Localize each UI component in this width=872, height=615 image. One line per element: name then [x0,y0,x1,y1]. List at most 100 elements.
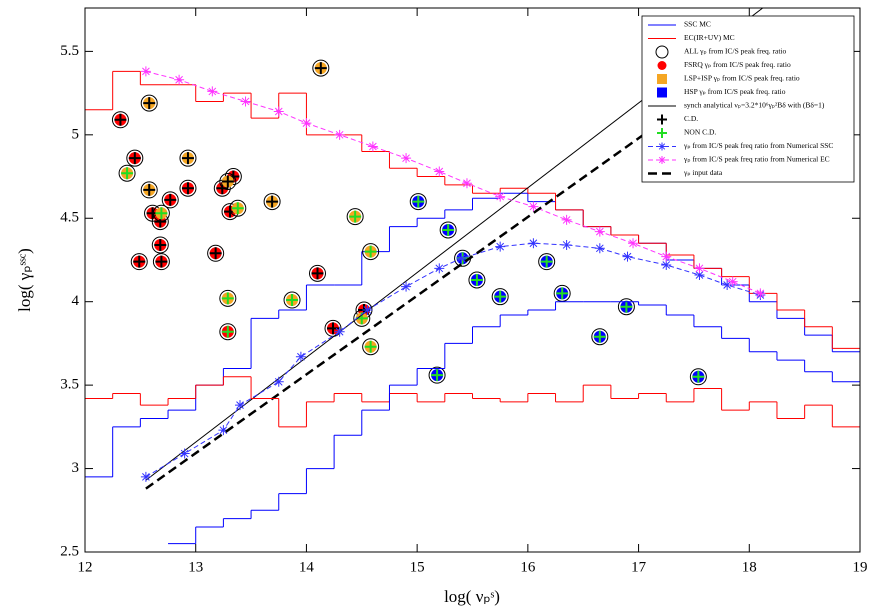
all-ring [140,94,158,112]
legend-label: HSP γₚ from IC/S peak freq. ratio [684,87,786,96]
all-ring [219,323,237,341]
x-tick-label: 12 [78,559,93,575]
all-ring [312,59,330,77]
legend-label: γₚ from IC/S peak freq ratio from Numeri… [683,155,830,164]
x-tick-label: 17 [631,559,647,575]
legend-circle [657,61,667,70]
x-tick-label: 15 [410,559,425,575]
star-marker [362,305,373,316]
star-marker [334,326,345,337]
all-ring [179,179,197,197]
cd-cross [181,182,194,195]
star-marker [594,226,605,237]
all-ring [591,328,609,346]
star-marker [174,74,185,85]
x-tick-label: 16 [520,559,536,575]
x-axis-label: log( νₚˢ) [444,587,500,606]
legend-square [657,87,667,98]
y-tick-label: 3 [72,460,80,476]
all-ring [151,236,169,254]
star-marker [295,351,306,362]
legend-open-circle [655,45,669,59]
all-ring [346,208,364,226]
cd-cross [128,152,141,165]
cd-cross [143,183,156,196]
y-tick-label: 5 [72,126,80,142]
all-ring [283,291,301,309]
cd-cross [114,113,127,126]
legend-label: γₚ from IC/S peak freq ratio from Numeri… [683,141,833,150]
legend-label: NON C.D. [684,128,716,137]
all-ring [538,253,556,271]
star-marker [528,201,539,212]
cd-cross [470,274,483,286]
all-ring [353,309,371,327]
star-marker [495,241,506,252]
legend-label: FSRQ γₚ from IC/S peak freq. ratio [684,60,791,69]
star-marker [456,253,467,264]
cd-cross [133,255,146,268]
y-tick-label: 5.5 [60,43,79,59]
cd-cross [692,370,705,383]
cd-cross [494,290,507,303]
cd-cross [364,340,377,353]
y-axis-label: log( γₚˢˢᶜ) [15,248,34,312]
ticks: 12 13 14 15 16 17 18 19 2.5 3 3.5 4 4.5 5 5.5 [60,8,868,575]
star-marker [140,471,151,482]
cd-cross [266,195,279,208]
cd-cross [155,207,168,220]
line [145,242,761,478]
all-ring [207,244,225,262]
cd-cross [221,292,234,305]
cd-cross [620,300,633,313]
star-marker [218,425,229,436]
cd-cross [314,62,327,75]
line [145,70,761,294]
legend-label: γₚ input data [683,168,723,177]
all-ring [309,264,326,282]
star-marker [401,281,412,292]
all-ring [468,271,486,289]
star-marker [561,239,572,250]
x-tick-label: 18 [742,559,757,575]
legend-label: synch analytical νₚ=3.2*10⁶γₚ²Bδ with (B… [684,101,825,110]
star-marker [179,448,190,459]
star-marker [658,156,666,164]
all-ring [409,193,427,211]
cd-cross [593,330,606,343]
cd-cross [143,97,156,110]
cd-cross [216,182,229,195]
y-tick-label: 4 [72,293,80,309]
all-ring [152,204,170,222]
cd-cross [154,238,167,251]
legend-box [641,15,855,183]
star-marker [694,263,705,274]
star-marker [334,129,345,140]
cd-cross [431,369,444,382]
star-marker [301,118,312,129]
legend-label: ALL γₚ from IC/S peak freq. ratio [684,47,787,56]
cd-cross [209,247,222,260]
all-ring [617,298,635,316]
cd-cross [286,294,299,307]
all-ring [689,368,707,386]
legend: SSC MC EC(IR+UV) MC ALL γₚ from IC/S peak … [641,15,855,183]
star-marker [434,166,445,177]
plot-frame [84,7,861,553]
star-marker [658,142,666,151]
star-marker [273,376,284,387]
all-ring [428,366,446,384]
y-tick-label: 3.5 [60,377,79,393]
star-marker [661,259,672,270]
star-marker [694,269,705,280]
cd-cross [540,255,553,268]
cd-cross [412,195,425,208]
all-ring [179,149,197,167]
star-marker [528,238,539,249]
all-ring [362,338,380,356]
all-ring [118,164,136,182]
cd-cross [221,175,234,188]
all-ring [140,181,158,199]
